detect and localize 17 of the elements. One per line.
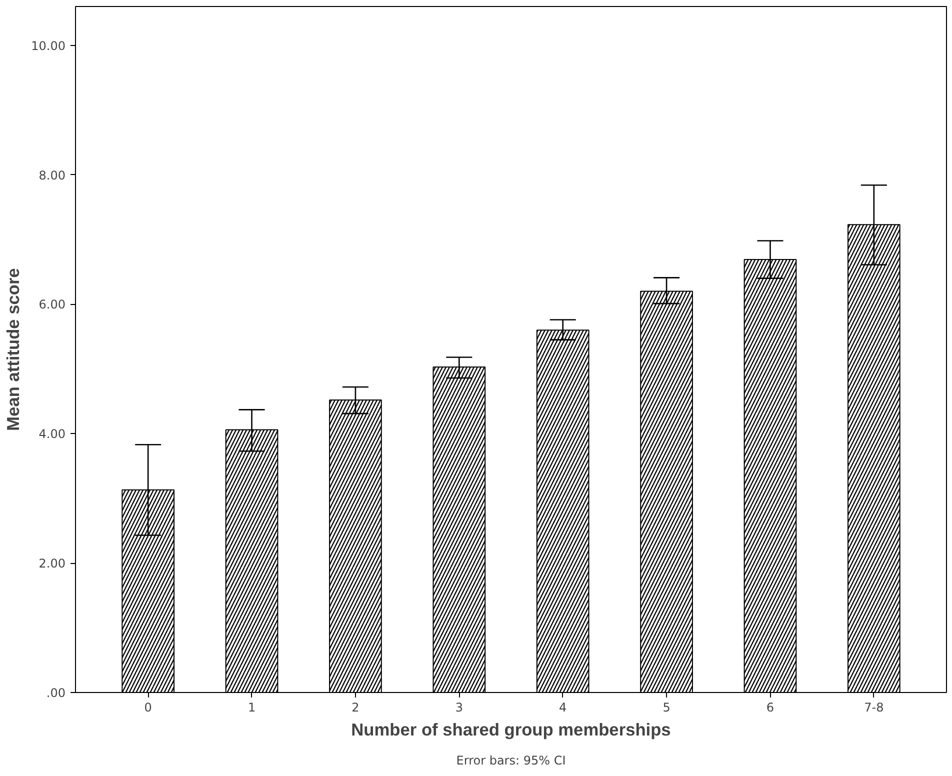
- y-tick-label: 6.00: [38, 298, 66, 312]
- x-tick-label: 7-8: [864, 700, 884, 714]
- x-tick-label: 5: [662, 700, 670, 714]
- x-tick-label: 3: [455, 700, 463, 714]
- x-tick-label: 2: [352, 700, 360, 714]
- x-tick-label: 4: [559, 700, 567, 714]
- y-axis-title: Mean attitude score: [3, 268, 24, 431]
- text: Error bars: 95% CI: [456, 754, 566, 768]
- x-axis-title: Number of shared group memberships: [351, 720, 671, 740]
- x-tick-label: 1: [248, 700, 256, 714]
- y-tick-label: 8.00: [38, 168, 66, 182]
- y-tick-label: 10.00: [31, 38, 66, 53]
- y-tick-label: 4.00: [38, 427, 66, 442]
- x-tick-label: 6: [766, 700, 774, 714]
- x-tick-label: 0: [144, 700, 152, 714]
- y-tick-label: 2.00: [38, 556, 66, 571]
- y-tick-label: .00: [46, 686, 66, 700]
